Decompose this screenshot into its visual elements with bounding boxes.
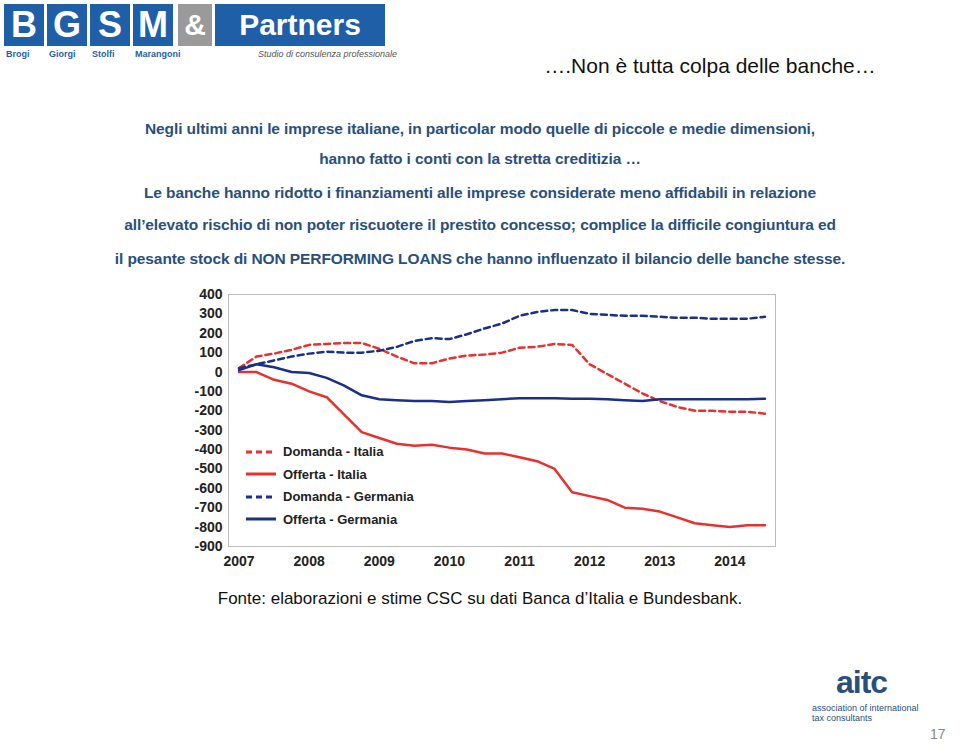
html-text:all’elevato rischio di non pot: all’elevato rischio di non poter riscuot… xyxy=(124,216,836,233)
svg-text:2014: 2014 xyxy=(714,553,745,569)
html-text:Domanda - Germania: Domanda - Germania xyxy=(283,489,414,504)
svg-text:2010: 2010 xyxy=(434,553,465,569)
html-text:Partners: Partners xyxy=(239,8,361,41)
html-text:il pesante stock di NON PERFOR: il pesante stock di NON PERFORMING LOANS… xyxy=(114,250,846,267)
html-text:Brogi: Brogi xyxy=(6,49,30,59)
html-text:M: M xyxy=(138,4,168,45)
html-text:Stolfi: Stolfi xyxy=(92,49,115,59)
svg-text:-600: -600 xyxy=(194,480,222,496)
svg-text:300: 300 xyxy=(199,305,223,321)
html-text:G: G xyxy=(53,4,81,45)
svg-text:-100: -100 xyxy=(194,383,222,399)
svg-text:-900: -900 xyxy=(194,538,222,554)
svg-text:2011: 2011 xyxy=(504,553,535,569)
html-text:aitc: aitc xyxy=(836,664,888,700)
svg-text:0: 0 xyxy=(215,364,223,380)
html-text:….Non è tutta colpa delle banc: ….Non è tutta colpa delle banche… xyxy=(544,54,876,77)
svg-text:2007: 2007 xyxy=(223,553,254,569)
svg-text:-200: -200 xyxy=(194,402,222,418)
svg-text:200: 200 xyxy=(199,325,223,341)
svg-text:2008: 2008 xyxy=(294,553,325,569)
html-text:S: S xyxy=(98,4,122,45)
html-text:17: 17 xyxy=(930,726,946,742)
svg-text:2009: 2009 xyxy=(364,553,395,569)
html-text:B: B xyxy=(11,4,37,45)
svg-text:-700: -700 xyxy=(194,499,222,515)
svg-text:100: 100 xyxy=(199,344,223,360)
html-text:Fonte: elaborazioni e stime CS: Fonte: elaborazioni e stime CSC su dati … xyxy=(217,589,743,608)
svg-text:-500: -500 xyxy=(194,460,222,476)
html-text:hanno fatto i conti con la str: hanno fatto i conti con la stretta credi… xyxy=(319,150,641,167)
svg-text:-300: -300 xyxy=(194,422,222,438)
html-text:association of international t: association of international tax consult… xyxy=(812,703,919,723)
html-text:Giorgi: Giorgi xyxy=(49,49,76,59)
html-text:Offerta - Germania: Offerta - Germania xyxy=(283,511,398,527)
html-text:Le banche hanno ridotto i fina: Le banche hanno ridotto i finanziamenti … xyxy=(144,184,816,201)
html-text:Studio di consulenza professio: Studio di consulenza professionale xyxy=(258,49,398,59)
html-text:Marangoni: Marangoni xyxy=(135,49,181,59)
svg-text:-800: -800 xyxy=(194,519,222,535)
svg-text:400: 400 xyxy=(199,288,223,302)
svg-text:2013: 2013 xyxy=(644,553,675,569)
html-text:Negli ultimi anni le imprese i: Negli ultimi anni le imprese italiane, i… xyxy=(145,120,815,137)
svg-text:-400: -400 xyxy=(194,441,222,457)
html-text:Offerta - Italia: Offerta - Italia xyxy=(283,466,367,482)
svg-text:2012: 2012 xyxy=(574,553,605,569)
html-text:Domanda - Italia: Domanda - Italia xyxy=(283,444,384,459)
